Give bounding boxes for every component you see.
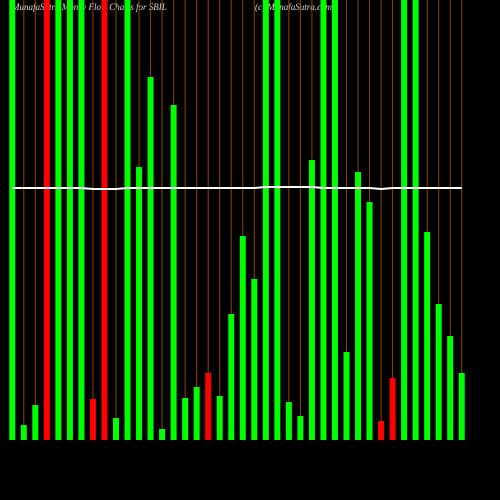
price-line [12, 186, 462, 191]
bar [412, 0, 419, 440]
bar [251, 279, 258, 440]
bar [401, 0, 408, 440]
bar [308, 160, 315, 440]
bar [193, 387, 200, 440]
bar [458, 373, 465, 440]
bar [89, 399, 96, 440]
bar [228, 314, 235, 440]
bar [274, 0, 281, 440]
bar [78, 0, 85, 440]
bar [112, 418, 119, 440]
bar [20, 425, 27, 440]
bar [32, 405, 39, 440]
bar [43, 0, 50, 440]
bar [182, 398, 189, 440]
bar [66, 0, 73, 440]
bar [136, 167, 143, 440]
bar [285, 402, 292, 440]
bar [147, 77, 154, 440]
bar [55, 0, 62, 440]
bar [355, 172, 362, 440]
chart-subtitle: (c) MunafaSutra.com [255, 2, 332, 12]
bar [389, 378, 396, 440]
bar [447, 336, 454, 440]
bar [366, 202, 373, 440]
chart-title: MunafaSutra Money Flow Charts for SBIL [11, 2, 167, 12]
bar [101, 0, 108, 440]
bar [378, 421, 385, 440]
bar [239, 236, 246, 440]
bar [435, 304, 442, 440]
bar [159, 429, 166, 440]
bar [216, 396, 223, 440]
bar [343, 352, 350, 440]
bar [262, 0, 269, 440]
bar [124, 0, 131, 440]
bar [320, 0, 327, 440]
bar [205, 373, 212, 440]
bar [170, 105, 177, 440]
bar [331, 0, 338, 440]
bar [424, 232, 431, 440]
bar [9, 0, 16, 440]
bar [297, 416, 304, 440]
